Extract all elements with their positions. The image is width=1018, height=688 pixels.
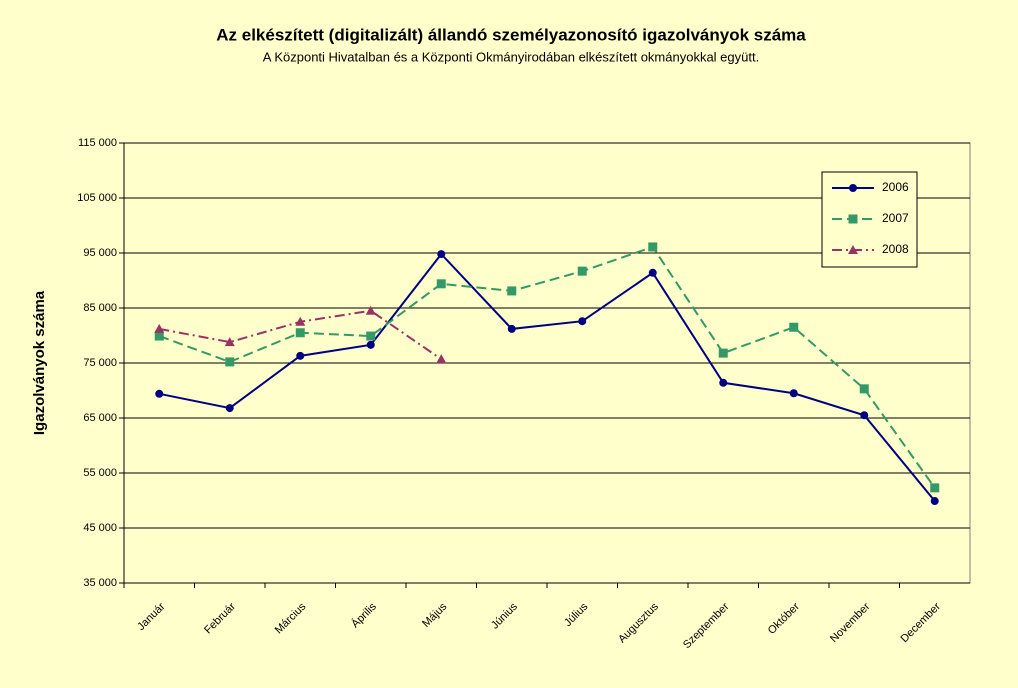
y-tick-label: 75 000 [83, 357, 117, 369]
point [507, 324, 516, 333]
point [648, 268, 657, 277]
point [930, 483, 940, 493]
point [366, 331, 376, 341]
point [437, 250, 446, 259]
point [224, 337, 235, 347]
point [296, 351, 305, 360]
point [436, 354, 447, 364]
point [719, 378, 728, 387]
legend-marker [848, 245, 858, 254]
y-tick-label: 105 000 [77, 192, 117, 204]
point [789, 322, 799, 332]
legend-marker [849, 184, 857, 192]
y-tick-label: 95 000 [83, 247, 117, 259]
legend-marker [848, 214, 858, 224]
point [225, 404, 234, 413]
legend: 2006 2007 2008 [821, 171, 918, 268]
y-tick-label: 115 000 [78, 137, 117, 149]
point [789, 389, 798, 398]
y-axis-label: Igazolványok száma [31, 290, 48, 435]
y-tick-label: 35 000 [83, 577, 117, 589]
legend-label: 2007 [882, 211, 909, 225]
point [577, 266, 587, 276]
point [718, 348, 728, 358]
y-tick-label: 65 000 [83, 412, 117, 424]
series-line [159, 252, 936, 502]
point [366, 340, 375, 349]
point [578, 317, 587, 326]
legend-label: 2008 [882, 242, 909, 256]
y-tick-label: 85 000 [83, 302, 117, 314]
chart-subtitle: A Központi Hivatalban és a Központi Okmá… [263, 49, 759, 64]
point [507, 286, 517, 296]
legend-label: 2006 [882, 180, 909, 194]
point [365, 305, 376, 315]
y-tick-label: 45 000 [83, 522, 117, 534]
point [859, 384, 869, 394]
point [860, 411, 869, 420]
series-line [158, 245, 936, 489]
point [154, 323, 165, 333]
chart-title: Az elkészített (digitalizált) állandó sz… [216, 25, 806, 44]
point [295, 328, 305, 338]
point [154, 331, 164, 341]
point [225, 357, 235, 367]
point [295, 316, 306, 326]
point [930, 497, 939, 506]
y-tick-label: 55 000 [83, 467, 117, 479]
point [648, 242, 658, 252]
point [155, 389, 164, 398]
point [436, 279, 446, 289]
